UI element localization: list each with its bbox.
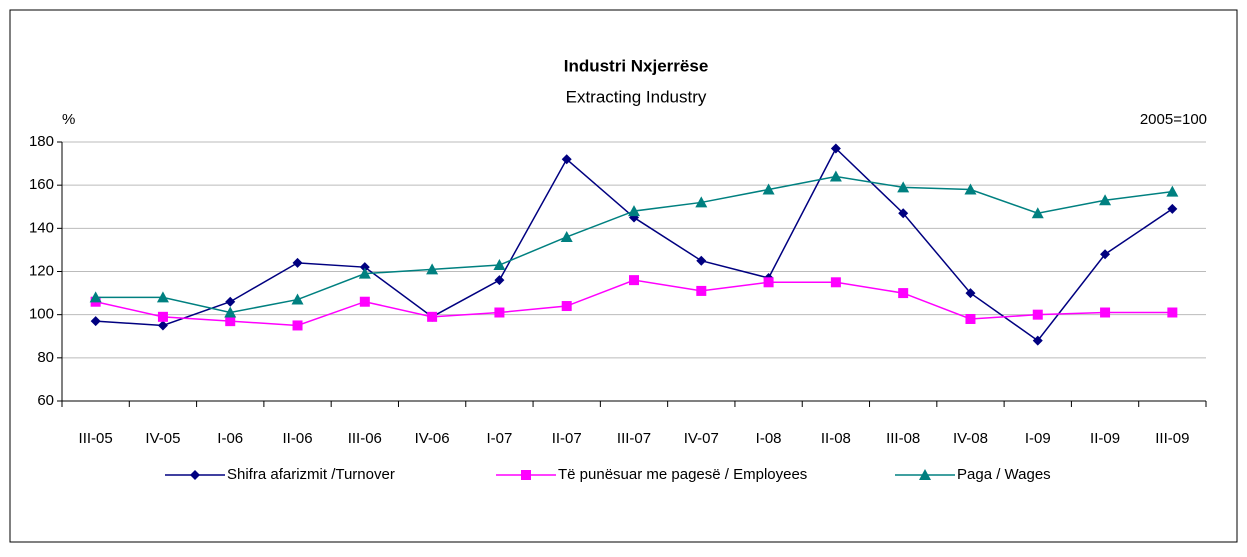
marker	[224, 306, 237, 318]
marker	[1032, 335, 1043, 346]
marker	[829, 170, 842, 182]
marker	[156, 291, 169, 303]
x-tick-label: IV-07	[684, 430, 719, 447]
x-tick-label: IV-05	[145, 430, 180, 447]
chart-border	[9, 9, 1238, 543]
y-tick-label: 160	[29, 176, 54, 193]
x-tick-label: III-05	[79, 430, 113, 447]
marker	[1167, 307, 1178, 318]
marker	[427, 311, 438, 322]
marker	[561, 301, 572, 312]
marker	[90, 316, 101, 327]
marker	[628, 205, 640, 217]
x-tick-label: III-08	[886, 430, 920, 447]
y-tick-label: 100	[29, 306, 54, 323]
x-tick-label: II-09	[1090, 430, 1120, 447]
marker	[225, 316, 236, 327]
marker	[1099, 194, 1112, 206]
legend-label: Paga / Wages	[957, 466, 1051, 483]
marker	[763, 277, 774, 288]
chart-subtitle: Extracting Industry	[566, 87, 707, 106]
marker	[696, 255, 707, 266]
marker	[521, 470, 531, 480]
marker	[292, 320, 303, 331]
marker	[964, 183, 977, 195]
marker	[493, 259, 506, 271]
y-tick-label: 140	[29, 219, 54, 236]
marker	[919, 469, 931, 480]
marker	[225, 296, 236, 307]
x-tick-label: II-08	[821, 430, 851, 447]
marker	[494, 275, 505, 286]
legend-label: Të punësuar me pagesë / Employees	[558, 466, 807, 483]
marker	[157, 311, 168, 322]
marker	[157, 320, 168, 331]
marker	[965, 288, 976, 299]
marker	[696, 285, 707, 296]
marker	[629, 275, 639, 286]
x-tick-label: IV-06	[415, 430, 450, 447]
x-tick-label: I-06	[217, 430, 243, 447]
x-tick-label: I-08	[756, 430, 782, 447]
marker	[1100, 307, 1111, 318]
y-tick-label: 120	[29, 262, 54, 279]
x-tick-label: III-06	[348, 430, 382, 447]
marker	[359, 296, 370, 307]
marker	[359, 262, 370, 273]
x-tick-label: II-07	[552, 430, 582, 447]
marker	[560, 230, 573, 242]
x-tick-label: III-09	[1155, 430, 1189, 447]
marker	[561, 154, 572, 165]
marker	[762, 183, 775, 195]
y-tick-label: 180	[29, 133, 54, 150]
marker	[89, 291, 102, 303]
y-axis-label: %	[62, 111, 75, 128]
marker	[830, 277, 841, 288]
marker	[190, 470, 200, 480]
marker	[897, 181, 910, 193]
marker	[898, 288, 909, 299]
marker	[830, 143, 841, 154]
annotation: 2005=100	[1140, 111, 1207, 128]
marker	[1100, 249, 1111, 260]
y-tick-label: 80	[37, 349, 54, 366]
x-tick-label: IV-08	[953, 430, 988, 447]
marker	[494, 307, 505, 318]
marker	[291, 293, 304, 305]
x-tick-label: II-06	[283, 430, 313, 447]
marker	[1031, 207, 1044, 219]
marker	[1032, 309, 1043, 320]
x-tick-label: I-09	[1025, 430, 1051, 447]
y-tick-label: 60	[37, 392, 54, 409]
marker	[695, 196, 708, 208]
chart-title: Industri Nxjerrëse	[564, 56, 709, 75]
legend-label: Shifra afarizmit /Turnover	[227, 466, 395, 483]
marker	[965, 313, 976, 324]
x-tick-label: I-07	[486, 430, 512, 447]
x-tick-label: III-07	[617, 430, 651, 447]
marker	[1167, 203, 1178, 214]
marker	[426, 263, 439, 275]
marker	[1166, 185, 1179, 197]
marker	[898, 208, 909, 219]
marker	[358, 267, 371, 279]
marker	[292, 257, 303, 268]
